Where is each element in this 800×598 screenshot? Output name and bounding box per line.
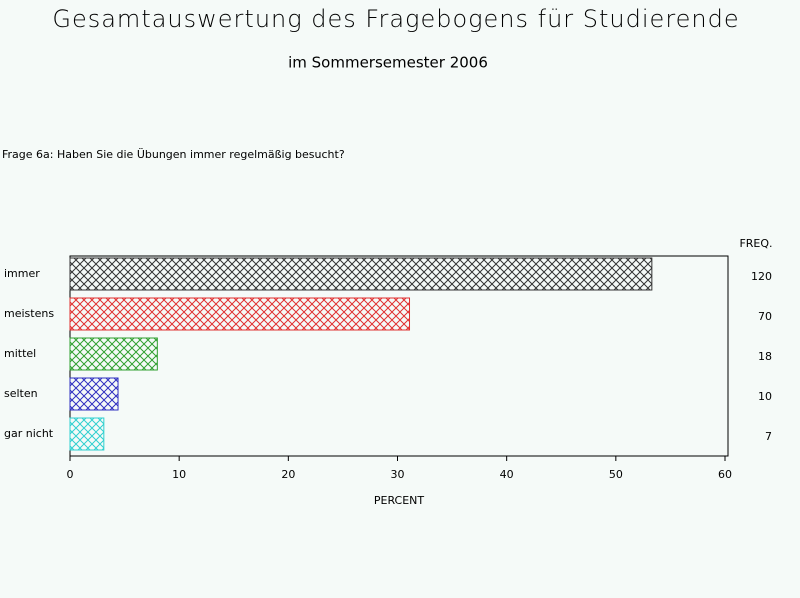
question: Frage 6a: Haben Sie die Übungen immer re… xyxy=(2,148,345,161)
y-tick-label: gar nicht xyxy=(4,427,54,440)
x-tick-label: 10 xyxy=(172,468,186,481)
y-tick-label: meistens xyxy=(4,307,54,320)
freq-label: 18 xyxy=(758,350,772,363)
bar xyxy=(69,257,653,291)
x-tick-label: 60 xyxy=(718,468,732,481)
freq-label: 70 xyxy=(758,310,772,323)
x-tick-label: 30 xyxy=(391,468,405,481)
freq-label: 120 xyxy=(751,270,772,283)
chart-subtitle: im Sommersemester 2006 xyxy=(288,54,488,72)
freq-label: 7 xyxy=(765,430,772,443)
y-tick-label: selten xyxy=(4,387,38,400)
chart-title: Gesamtauswertung des Fragebogens für Stu… xyxy=(52,5,739,33)
bar xyxy=(69,337,158,371)
bar xyxy=(69,377,119,411)
x-tick-label: 20 xyxy=(281,468,295,481)
freq-header: FREQ. xyxy=(739,237,772,250)
bar xyxy=(69,297,411,331)
freq-label: 10 xyxy=(758,390,772,403)
y-tick-label: mittel xyxy=(4,347,36,360)
x-tick-label: 50 xyxy=(609,468,623,481)
x-tick-label: 40 xyxy=(500,468,514,481)
y-tick-label: immer xyxy=(4,267,40,280)
bar xyxy=(69,417,105,451)
x-tick-label: 0 xyxy=(67,468,74,481)
x-axis-label: PERCENT xyxy=(374,494,425,507)
